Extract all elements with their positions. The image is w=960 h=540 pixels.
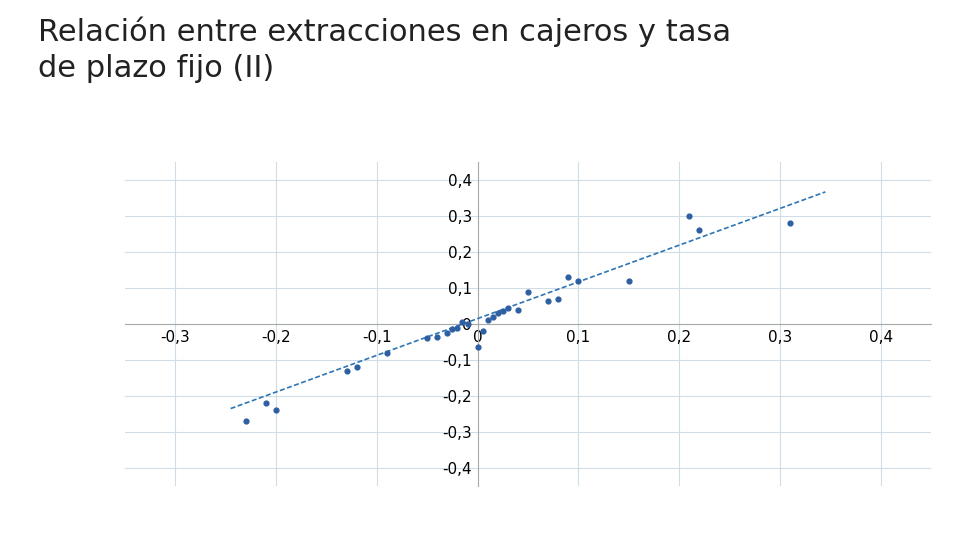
Point (420, 334, 435, 343)
Point (475, 327, 491, 335)
Point (570, 276, 586, 285)
Point (460, 320, 475, 328)
Point (540, 296, 556, 305)
Point (495, 307, 511, 316)
Point (258, 399, 274, 408)
Point (682, 212, 697, 220)
Point (782, 219, 798, 227)
Text: Relación entre extracciones en cajeros y tasa
de plazo fijo (II): Relación entre extracciones en cajeros y… (38, 16, 732, 83)
Point (449, 323, 465, 332)
Point (490, 309, 505, 318)
Point (444, 325, 460, 334)
Point (511, 305, 526, 314)
Point (455, 318, 470, 327)
Point (238, 417, 253, 426)
Point (429, 332, 444, 341)
Point (379, 348, 395, 357)
Point (691, 226, 707, 235)
Point (561, 273, 576, 281)
Point (469, 343, 485, 352)
Point (268, 406, 284, 415)
Point (480, 316, 495, 325)
Point (440, 329, 455, 338)
Point (485, 313, 500, 321)
Point (339, 367, 354, 375)
Point (349, 363, 365, 372)
Point (551, 294, 566, 303)
Point (520, 287, 536, 296)
Point (500, 303, 516, 312)
Point (621, 276, 636, 285)
